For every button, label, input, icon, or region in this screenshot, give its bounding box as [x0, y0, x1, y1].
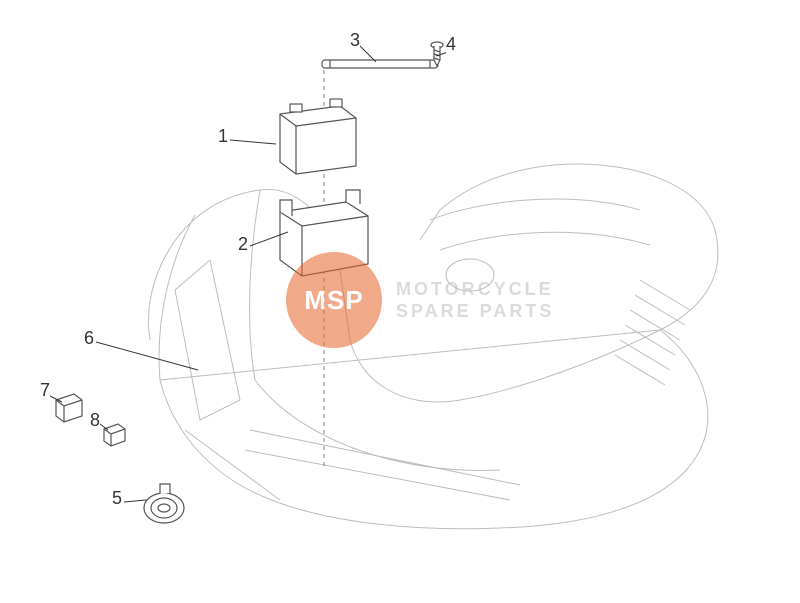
- part-horn: [140, 478, 190, 528]
- callout-label-7: 7: [40, 380, 50, 401]
- part-battery-strap: [320, 54, 440, 74]
- vehicle-body-outline: [100, 80, 740, 560]
- callout-label-5: 5: [112, 488, 122, 509]
- callout-label-1: 1: [218, 126, 228, 147]
- part-relay-large: [52, 390, 86, 424]
- callout-label-3: 3: [350, 30, 360, 51]
- part-battery-box: [268, 186, 378, 278]
- callout-label-4: 4: [446, 34, 456, 55]
- part-battery: [270, 96, 360, 176]
- callout-label-2: 2: [238, 234, 248, 255]
- callout-label-6: 6: [84, 328, 94, 349]
- part-relay-small: [100, 420, 128, 448]
- parts-diagram: 1 2 3 4 5 6 7 8 MSP MOTORCYCLE SPARE PAR…: [0, 0, 800, 603]
- callout-label-8: 8: [90, 410, 100, 431]
- part-screw: [428, 40, 446, 68]
